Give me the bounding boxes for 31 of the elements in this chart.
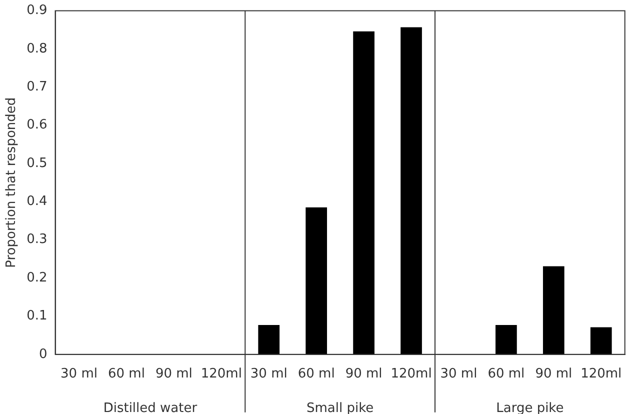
y-tick-label: 0.8 xyxy=(26,41,48,56)
bar xyxy=(542,266,564,354)
x-tick-label: 30 ml xyxy=(60,366,98,382)
y-tick-label: 0.1 xyxy=(26,308,48,324)
bar xyxy=(496,325,517,354)
x-tick-label: 30 ml xyxy=(440,366,478,382)
x-tick-label: 60 ml xyxy=(298,366,335,382)
y-tick-label: 0.4 xyxy=(26,194,48,210)
x-tick-label: 120ml xyxy=(580,366,622,382)
bar xyxy=(590,327,612,354)
x-tick-label: 90 ml xyxy=(345,366,382,382)
x-tick-label: 120ml xyxy=(200,366,242,382)
y-axis-title: Proportion that responded xyxy=(4,97,20,268)
y-tick-label: 0.2 xyxy=(26,270,48,286)
x-tick-label: 90 ml xyxy=(155,366,192,382)
bar xyxy=(400,27,422,354)
y-tick-label: 0.7 xyxy=(26,80,48,95)
bar xyxy=(258,325,280,354)
y-tick-label: 0.9 xyxy=(26,3,48,18)
bar xyxy=(353,31,374,354)
x-tick-label: 60 ml xyxy=(108,366,145,382)
x-tick-label: 30 ml xyxy=(250,366,288,382)
text: Distilled water xyxy=(103,400,198,414)
y-tick-label: 0.5 xyxy=(26,156,48,171)
y-tick-label: 0.6 xyxy=(26,118,48,133)
x-tick-label: 90 ml xyxy=(535,366,572,382)
x-tick-label: 60 ml xyxy=(488,366,525,382)
y-tick-label: 0.3 xyxy=(26,232,48,248)
y-tick-label: 0 xyxy=(38,346,48,362)
x-tick-label: 120ml xyxy=(390,366,432,382)
bar xyxy=(306,207,328,354)
